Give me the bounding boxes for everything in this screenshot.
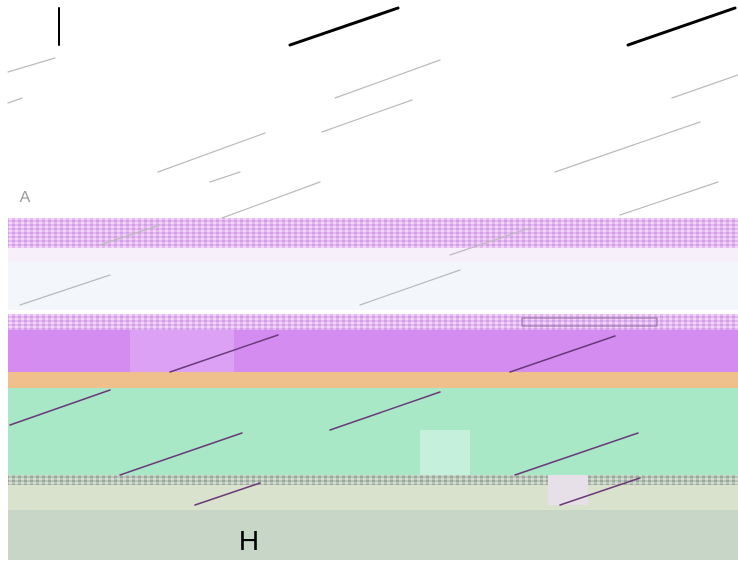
- glyph: H: [239, 525, 259, 556]
- stroke: [322, 100, 412, 132]
- screen: A H: [0, 0, 738, 563]
- stroke: [555, 122, 700, 172]
- band: [8, 475, 738, 485]
- band: [8, 510, 738, 560]
- stroke: [210, 172, 240, 182]
- stroke: [158, 133, 265, 172]
- stroke: [628, 8, 735, 45]
- band: [8, 330, 738, 372]
- band: [8, 262, 738, 310]
- stroke: [8, 58, 55, 72]
- band: [8, 485, 738, 510]
- stroke: [8, 98, 22, 103]
- block: [130, 330, 234, 372]
- band: [8, 248, 738, 262]
- band: [8, 218, 738, 248]
- stroke: [672, 75, 738, 98]
- stroke: [620, 182, 718, 215]
- band: [8, 388, 738, 475]
- bands: [8, 218, 738, 560]
- band: [8, 314, 738, 330]
- stroke: [290, 8, 398, 45]
- block: [420, 430, 470, 475]
- stroke: [335, 60, 440, 98]
- band: [8, 372, 738, 388]
- block: [548, 475, 588, 505]
- glyph: A: [20, 189, 31, 206]
- page: A H (() => { const data = JSON.parse(doc…: [0, 0, 738, 563]
- stroke: [222, 182, 320, 218]
